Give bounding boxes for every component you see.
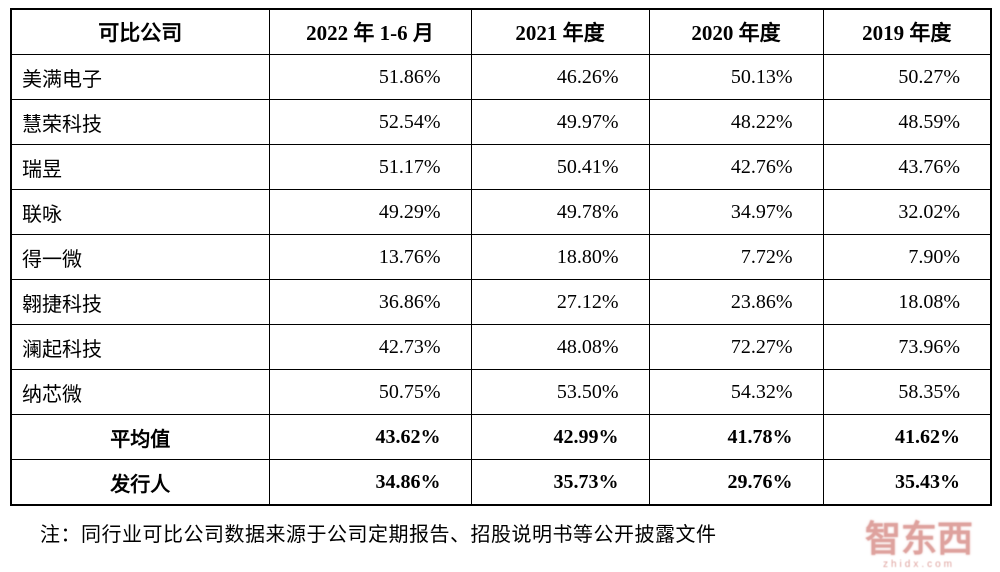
comparable-companies-table: 可比公司 2022 年 1-6 月 2021 年度 2020 年度 2019 年度 美满… [10, 8, 992, 506]
value-cell: 18.08% [822, 279, 992, 325]
value-cell: 27.12% [470, 279, 650, 325]
value-cell: 50.41% [470, 144, 650, 190]
table-footnote: 注：同行业可比公司数据来源于公司定期报告、招股说明书等公开披露文件 [40, 524, 717, 546]
company-name-cell: 纳芯微 [10, 369, 270, 415]
value-cell: 34.97% [648, 189, 824, 235]
value-cell: 50.75% [268, 369, 472, 415]
column-header: 2022 年 1-6 月 [268, 8, 472, 55]
table-row: 翱捷科技 36.86% 27.12% 23.86% 18.08% [10, 279, 992, 325]
value-cell: 58.35% [822, 369, 992, 415]
table-row: 平均值 43.62% 42.99% 41.78% 41.62% [10, 414, 992, 460]
column-header: 2019 年度 [822, 8, 992, 55]
value-cell: 49.97% [470, 99, 650, 145]
company-name-cell: 联咏 [10, 189, 270, 235]
value-cell: 46.26% [470, 54, 650, 100]
company-name-cell: 慧荣科技 [10, 99, 270, 145]
company-name-cell: 美满电子 [10, 54, 270, 100]
value-cell: 49.29% [268, 189, 472, 235]
value-cell: 43.76% [822, 144, 992, 190]
value-cell: 51.17% [268, 144, 472, 190]
value-cell: 53.50% [470, 369, 650, 415]
table-row: 美满电子 51.86% 46.26% 50.13% 50.27% [10, 54, 992, 100]
company-name-cell: 澜起科技 [10, 324, 270, 370]
value-cell: 48.22% [648, 99, 824, 145]
company-name-cell: 瑞昱 [10, 144, 270, 190]
value-cell: 42.99% [470, 414, 650, 460]
table-row: 得一微 13.76% 18.80% 7.72% 7.90% [10, 234, 992, 280]
column-header: 可比公司 [10, 8, 270, 55]
value-cell: 51.86% [268, 54, 472, 100]
value-cell: 50.13% [648, 54, 824, 100]
table-row: 联咏 49.29% 49.78% 34.97% 32.02% [10, 189, 992, 235]
value-cell: 34.86% [268, 459, 472, 506]
value-cell: 18.80% [470, 234, 650, 280]
value-cell: 73.96% [822, 324, 992, 370]
company-name-cell: 翱捷科技 [10, 279, 270, 325]
value-cell: 41.78% [648, 414, 824, 460]
table-row: 纳芯微 50.75% 53.50% 54.32% 58.35% [10, 369, 992, 415]
value-cell: 41.62% [822, 414, 992, 460]
value-cell: 54.32% [648, 369, 824, 415]
table-row: 发行人 34.86% 35.73% 29.76% 35.43% [10, 459, 992, 506]
company-name-cell: 得一微 [10, 234, 270, 280]
table-header-row: 可比公司 2022 年 1-6 月 2021 年度 2020 年度 2019 年度 [10, 8, 992, 55]
table-body: 美满电子 51.86% 46.26% 50.13% 50.27% 慧荣科技 52.54% 49… [10, 54, 992, 506]
value-cell: 49.78% [470, 189, 650, 235]
value-cell: 35.43% [822, 459, 992, 506]
value-cell: 13.76% [268, 234, 472, 280]
value-cell: 32.02% [822, 189, 992, 235]
value-cell: 7.72% [648, 234, 824, 280]
value-cell: 42.76% [648, 144, 824, 190]
value-cell: 48.59% [822, 99, 992, 145]
value-cell: 42.73% [268, 324, 472, 370]
column-header: 2021 年度 [470, 8, 650, 55]
watermark-subtext: zhidx.com [882, 559, 955, 570]
company-name-cell: 发行人 [10, 459, 270, 506]
value-cell: 29.76% [648, 459, 824, 506]
company-name-cell: 平均值 [10, 414, 270, 460]
table-row: 慧荣科技 52.54% 49.97% 48.22% 48.59% [10, 99, 992, 145]
value-cell: 36.86% [268, 279, 472, 325]
value-cell: 48.08% [470, 324, 650, 370]
value-cell: 50.27% [822, 54, 992, 100]
value-cell: 35.73% [470, 459, 650, 506]
table-row: 瑞昱 51.17% 50.41% 42.76% 43.76% [10, 144, 992, 190]
table-row: 澜起科技 42.73% 48.08% 72.27% 73.96% [10, 324, 992, 370]
value-cell: 72.27% [648, 324, 824, 370]
value-cell: 7.90% [822, 234, 992, 280]
value-cell: 23.86% [648, 279, 824, 325]
value-cell: 43.62% [268, 414, 472, 460]
value-cell: 52.54% [268, 99, 472, 145]
column-header: 2020 年度 [648, 8, 824, 55]
